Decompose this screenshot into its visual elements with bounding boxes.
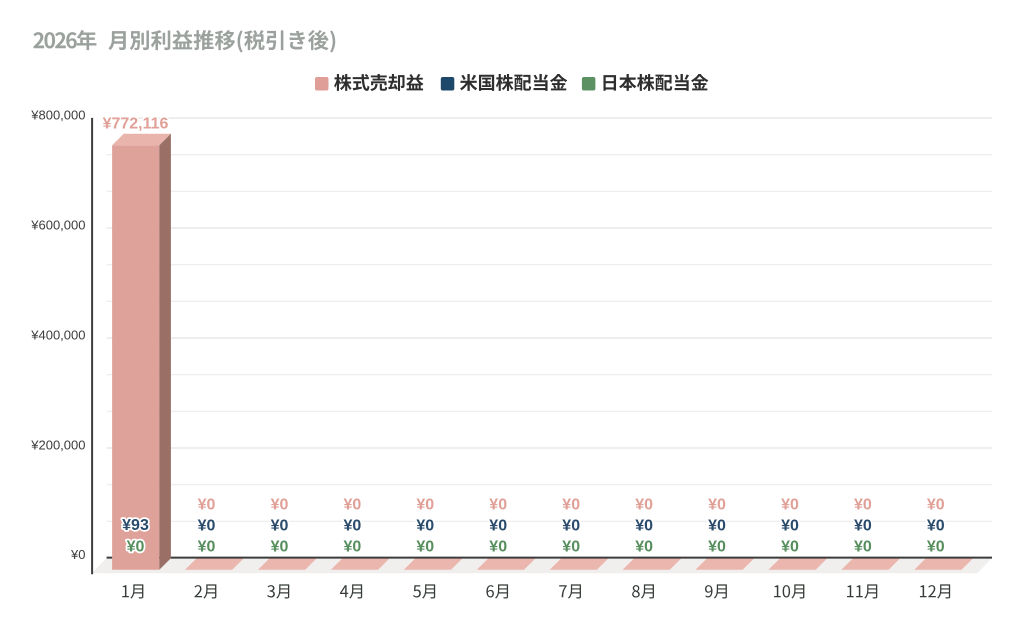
svg-text:¥0: ¥0 (70, 547, 85, 562)
svg-text:¥0: ¥0 (489, 497, 507, 514)
svg-text:¥0: ¥0 (708, 518, 726, 535)
svg-text:¥0: ¥0 (198, 497, 216, 514)
svg-text:¥0: ¥0 (708, 497, 726, 514)
svg-text:¥800,000: ¥800,000 (30, 107, 85, 122)
svg-text:¥0: ¥0 (781, 518, 799, 535)
svg-text:¥0: ¥0 (127, 538, 145, 555)
svg-text:¥0: ¥0 (854, 539, 872, 556)
svg-text:¥0: ¥0 (344, 497, 362, 514)
svg-text:¥0: ¥0 (562, 497, 580, 514)
svg-text:¥0: ¥0 (927, 497, 945, 514)
svg-text:¥0: ¥0 (781, 497, 799, 514)
svg-text:¥0: ¥0 (198, 539, 216, 556)
svg-text:¥0: ¥0 (198, 518, 216, 535)
svg-text:¥0: ¥0 (562, 518, 580, 535)
svg-text:¥0: ¥0 (562, 539, 580, 556)
svg-text:¥0: ¥0 (854, 518, 872, 535)
svg-text:¥0: ¥0 (635, 497, 653, 514)
svg-text:¥0: ¥0 (416, 497, 434, 514)
svg-text:¥0: ¥0 (489, 539, 507, 556)
svg-text:¥0: ¥0 (927, 518, 945, 535)
svg-text:¥400,000: ¥400,000 (30, 327, 85, 342)
svg-text:¥0: ¥0 (927, 539, 945, 556)
svg-text:¥0: ¥0 (271, 497, 289, 514)
svg-text:¥0: ¥0 (271, 539, 289, 556)
svg-text:¥0: ¥0 (416, 518, 434, 535)
svg-text:¥600,000: ¥600,000 (30, 217, 85, 232)
svg-text:¥200,000: ¥200,000 (30, 437, 85, 452)
svg-text:¥93: ¥93 (122, 517, 149, 534)
svg-text:¥0: ¥0 (781, 539, 799, 556)
svg-text:¥0: ¥0 (271, 518, 289, 535)
svg-text:¥0: ¥0 (416, 539, 434, 556)
svg-text:¥0: ¥0 (854, 497, 872, 514)
svg-text:¥0: ¥0 (635, 518, 653, 535)
svg-text:¥0: ¥0 (344, 539, 362, 556)
svg-text:¥0: ¥0 (708, 539, 726, 556)
svg-text:¥772,116: ¥772,116 (103, 115, 169, 132)
svg-text:¥0: ¥0 (344, 518, 362, 535)
svg-text:¥0: ¥0 (489, 518, 507, 535)
svg-text:¥0: ¥0 (635, 539, 653, 556)
